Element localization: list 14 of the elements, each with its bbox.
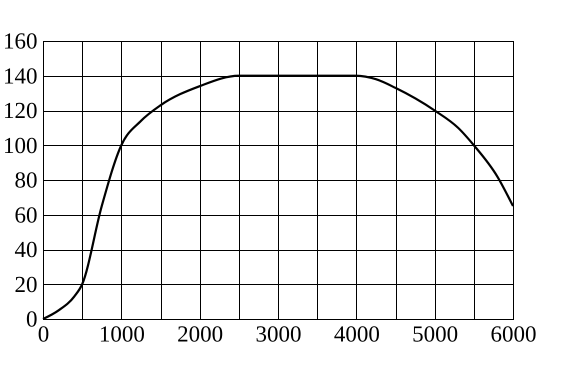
y-tick-label: 20	[14, 272, 38, 297]
y-tick-label: 120	[3, 98, 38, 123]
y-tick-label: 140	[3, 63, 38, 88]
x-tick-label: 6000	[490, 322, 536, 346]
y-tick-label: 100	[3, 132, 38, 158]
y-tick-label: 160	[3, 28, 38, 54]
x-tick-label: 3000	[256, 322, 302, 346]
x-tick-label: 2000	[177, 322, 224, 346]
x-tick-label: 1000	[98, 322, 145, 346]
y-tick-label: 40	[14, 237, 38, 262]
x-tick-label: 5000	[412, 322, 458, 346]
y-tick-label: 80	[14, 168, 38, 192]
y-tick-label: 60	[14, 202, 38, 228]
x-tick-label: 4000	[334, 322, 380, 346]
